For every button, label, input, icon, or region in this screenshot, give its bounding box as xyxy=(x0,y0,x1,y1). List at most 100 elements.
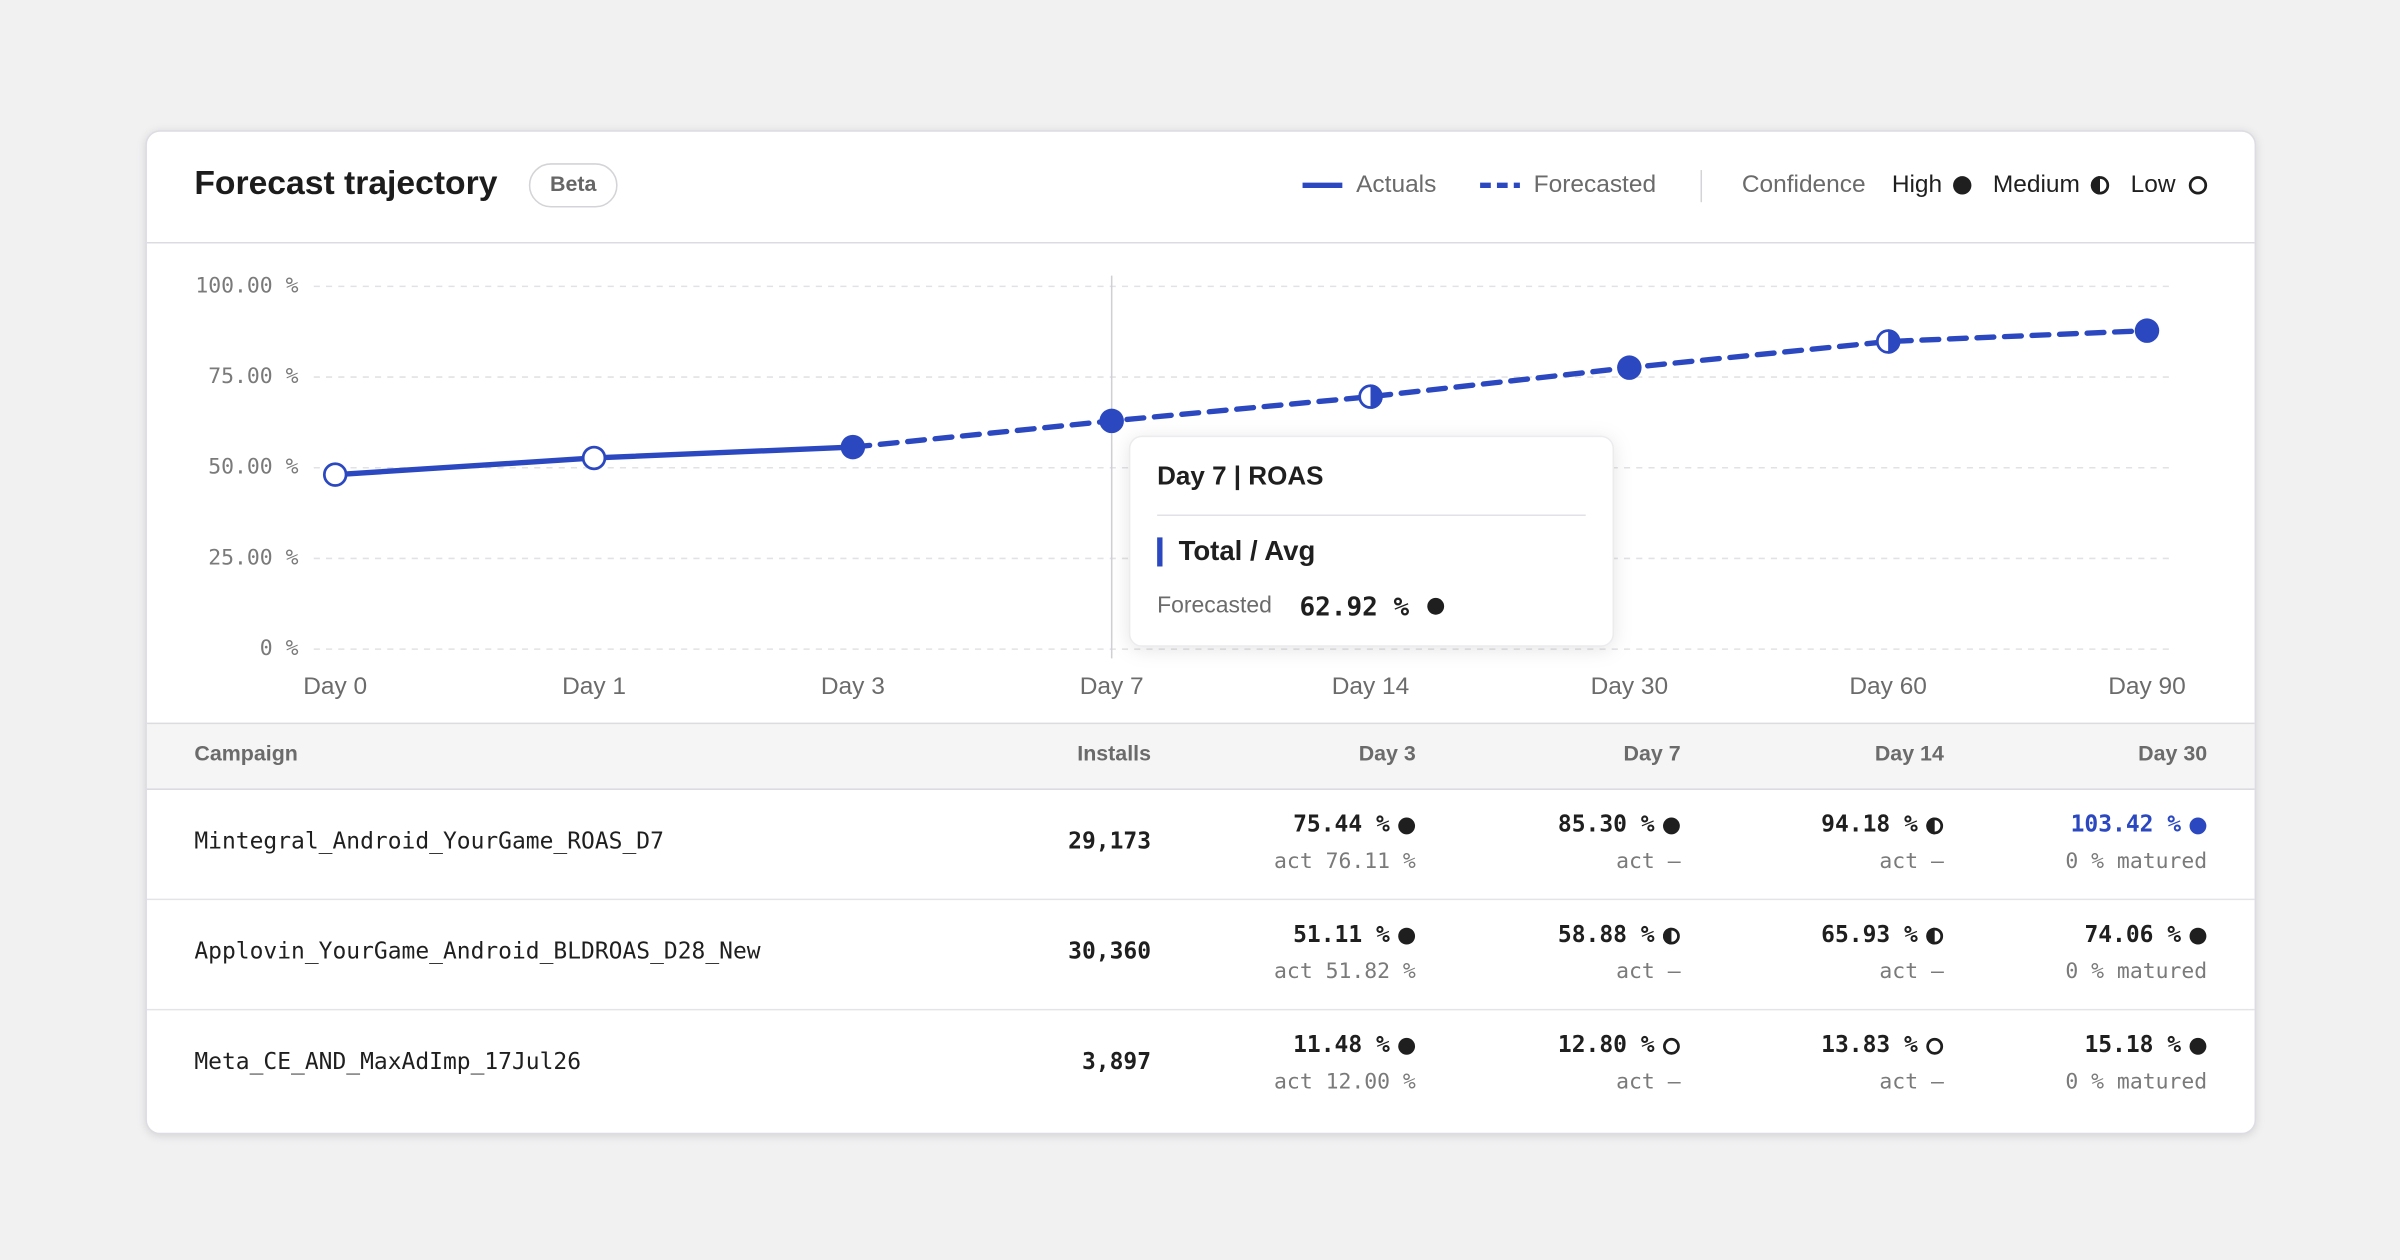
legend-confidence-level: Low xyxy=(2131,171,2176,198)
legend-confidence-icon xyxy=(2188,176,2208,195)
icon-full xyxy=(2189,817,2207,835)
x-tick-label: Day 14 xyxy=(1332,673,1410,700)
cell-confidence-icon xyxy=(1398,927,1416,945)
x-tick-label: Day 30 xyxy=(1591,673,1669,700)
cell-sub: act 51.82 % xyxy=(1274,959,1416,984)
point-marker xyxy=(1617,355,1642,380)
cell-confidence-icon xyxy=(1926,1037,1944,1055)
point-marker xyxy=(1358,384,1383,409)
icon-full xyxy=(840,434,866,460)
tooltip-title: Day 7 | ROAS xyxy=(1157,461,1323,491)
tooltip-label: Forecasted xyxy=(1157,591,1272,617)
table-header-bg xyxy=(146,722,2255,789)
point-marker xyxy=(1875,329,1901,354)
cell-sub: 0 % matured xyxy=(2065,959,2207,984)
point-marker xyxy=(2134,318,2160,343)
table-header: Campaign xyxy=(194,741,297,765)
icon-full xyxy=(2189,1037,2207,1055)
icon-full xyxy=(2189,927,2207,945)
icon-full xyxy=(1398,817,1416,835)
campaign-name: Applovin_YourGame_Android_BLDROAS_D28_Ne… xyxy=(194,939,760,965)
icon-half xyxy=(2090,176,2100,195)
legend-label: Actuals xyxy=(1356,171,1436,198)
cell-value: 15.18 % xyxy=(2084,1032,2181,1058)
cell-value: 94.18 % xyxy=(1821,812,1918,838)
installs: 30,360 xyxy=(1068,939,1151,965)
cell-value: 65.93 % xyxy=(1821,922,1918,948)
cell-confidence-icon xyxy=(1926,927,1944,945)
installs: 29,173 xyxy=(1068,828,1151,854)
cell-sub: act — xyxy=(1879,1069,1944,1094)
x-tick-label: Day 90 xyxy=(2108,673,2186,700)
tooltip-series-bar xyxy=(1157,537,1163,567)
cell-value: 74.06 % xyxy=(2084,922,2181,948)
card-title: Forecast trajectory xyxy=(194,165,497,202)
cell-value: 103.42 % xyxy=(2071,812,2182,838)
table-header: Day 7 xyxy=(1623,741,1680,765)
icon-full xyxy=(1398,1037,1416,1055)
icon-full xyxy=(1953,176,1972,195)
point-marker xyxy=(322,462,348,487)
series-line xyxy=(850,327,2150,450)
icon-half xyxy=(1926,817,1935,835)
icon-full xyxy=(1617,355,1642,380)
tooltip-heading: Total / Avg xyxy=(1179,535,1316,566)
cell-sub: 0 % matured xyxy=(2065,849,2207,874)
cell-confidence-icon xyxy=(1663,1037,1680,1055)
legend-confidence-level: Medium xyxy=(1993,171,2080,198)
cell-confidence-icon xyxy=(2189,927,2207,945)
cell-confidence-icon xyxy=(2189,817,2207,835)
icon-ring xyxy=(1926,1037,1944,1055)
cell-confidence-icon xyxy=(2189,1037,2207,1055)
icon-half xyxy=(1370,384,1383,409)
x-tick-label: Day 60 xyxy=(1849,673,1927,700)
cell-confidence-icon xyxy=(1398,1037,1416,1055)
installs: 3,897 xyxy=(1082,1049,1151,1075)
cell-confidence-icon xyxy=(1398,817,1416,835)
legend-confidence-icon xyxy=(2090,176,2110,195)
table-header: Day 3 xyxy=(1359,741,1416,765)
campaign-name: Mintegral_Android_YourGame_ROAS_D7 xyxy=(194,828,664,854)
tooltip-box xyxy=(1128,435,1615,647)
icon-full xyxy=(2134,318,2160,343)
cell-value: 12.80 % xyxy=(1558,1032,1655,1058)
table-header: Day 14 xyxy=(1875,741,1944,765)
icon-half xyxy=(1663,927,1672,945)
cell-sub: act 76.11 % xyxy=(1274,849,1416,874)
icon-ring xyxy=(322,462,348,487)
tooltip: Day 7 | ROAS Total / Avg Forecasted 62.92 % xyxy=(1128,435,1615,647)
cell-value: 58.88 % xyxy=(1558,922,1655,948)
cell-sub: act — xyxy=(1879,849,1944,874)
cell-confidence-icon xyxy=(1663,817,1680,835)
table-header: Day 30 xyxy=(2138,741,2207,765)
icon-full xyxy=(1398,927,1416,945)
point-marker xyxy=(1099,408,1124,434)
cell-value: 11.48 % xyxy=(1293,1032,1390,1058)
cell-sub: act 12.00 % xyxy=(1274,1069,1416,1094)
badge-text: Beta xyxy=(550,172,597,196)
icon-half xyxy=(1926,927,1935,945)
icon-full xyxy=(1427,597,1445,615)
cell-value: 75.44 % xyxy=(1293,812,1390,838)
cell-sub: act — xyxy=(1616,959,1681,984)
campaign-name: Meta_CE_AND_MaxAdImp_17Jul26 xyxy=(194,1049,581,1075)
cell-sub: act — xyxy=(1879,959,1944,984)
icon-ring xyxy=(1663,1037,1680,1055)
cell-sub: act — xyxy=(1616,849,1681,874)
y-tick-label: 0 % xyxy=(260,636,299,661)
icon-full xyxy=(1099,408,1124,434)
point-marker xyxy=(840,434,866,460)
icon-ring xyxy=(581,445,607,471)
tooltip-value: 62.92 % xyxy=(1299,592,1409,622)
cell-sub: act — xyxy=(1616,1069,1681,1094)
tooltip-confidence-icon xyxy=(1427,597,1445,615)
cell-value: 85.30 % xyxy=(1558,812,1655,838)
icon-ring xyxy=(2188,176,2208,195)
badge xyxy=(528,163,618,208)
y-tick-label: 50.00 % xyxy=(208,455,298,480)
cell-value: 13.83 % xyxy=(1821,1032,1918,1058)
cell-value: 51.11 % xyxy=(1293,922,1390,948)
cell-sub: 0 % matured xyxy=(2065,1069,2207,1094)
